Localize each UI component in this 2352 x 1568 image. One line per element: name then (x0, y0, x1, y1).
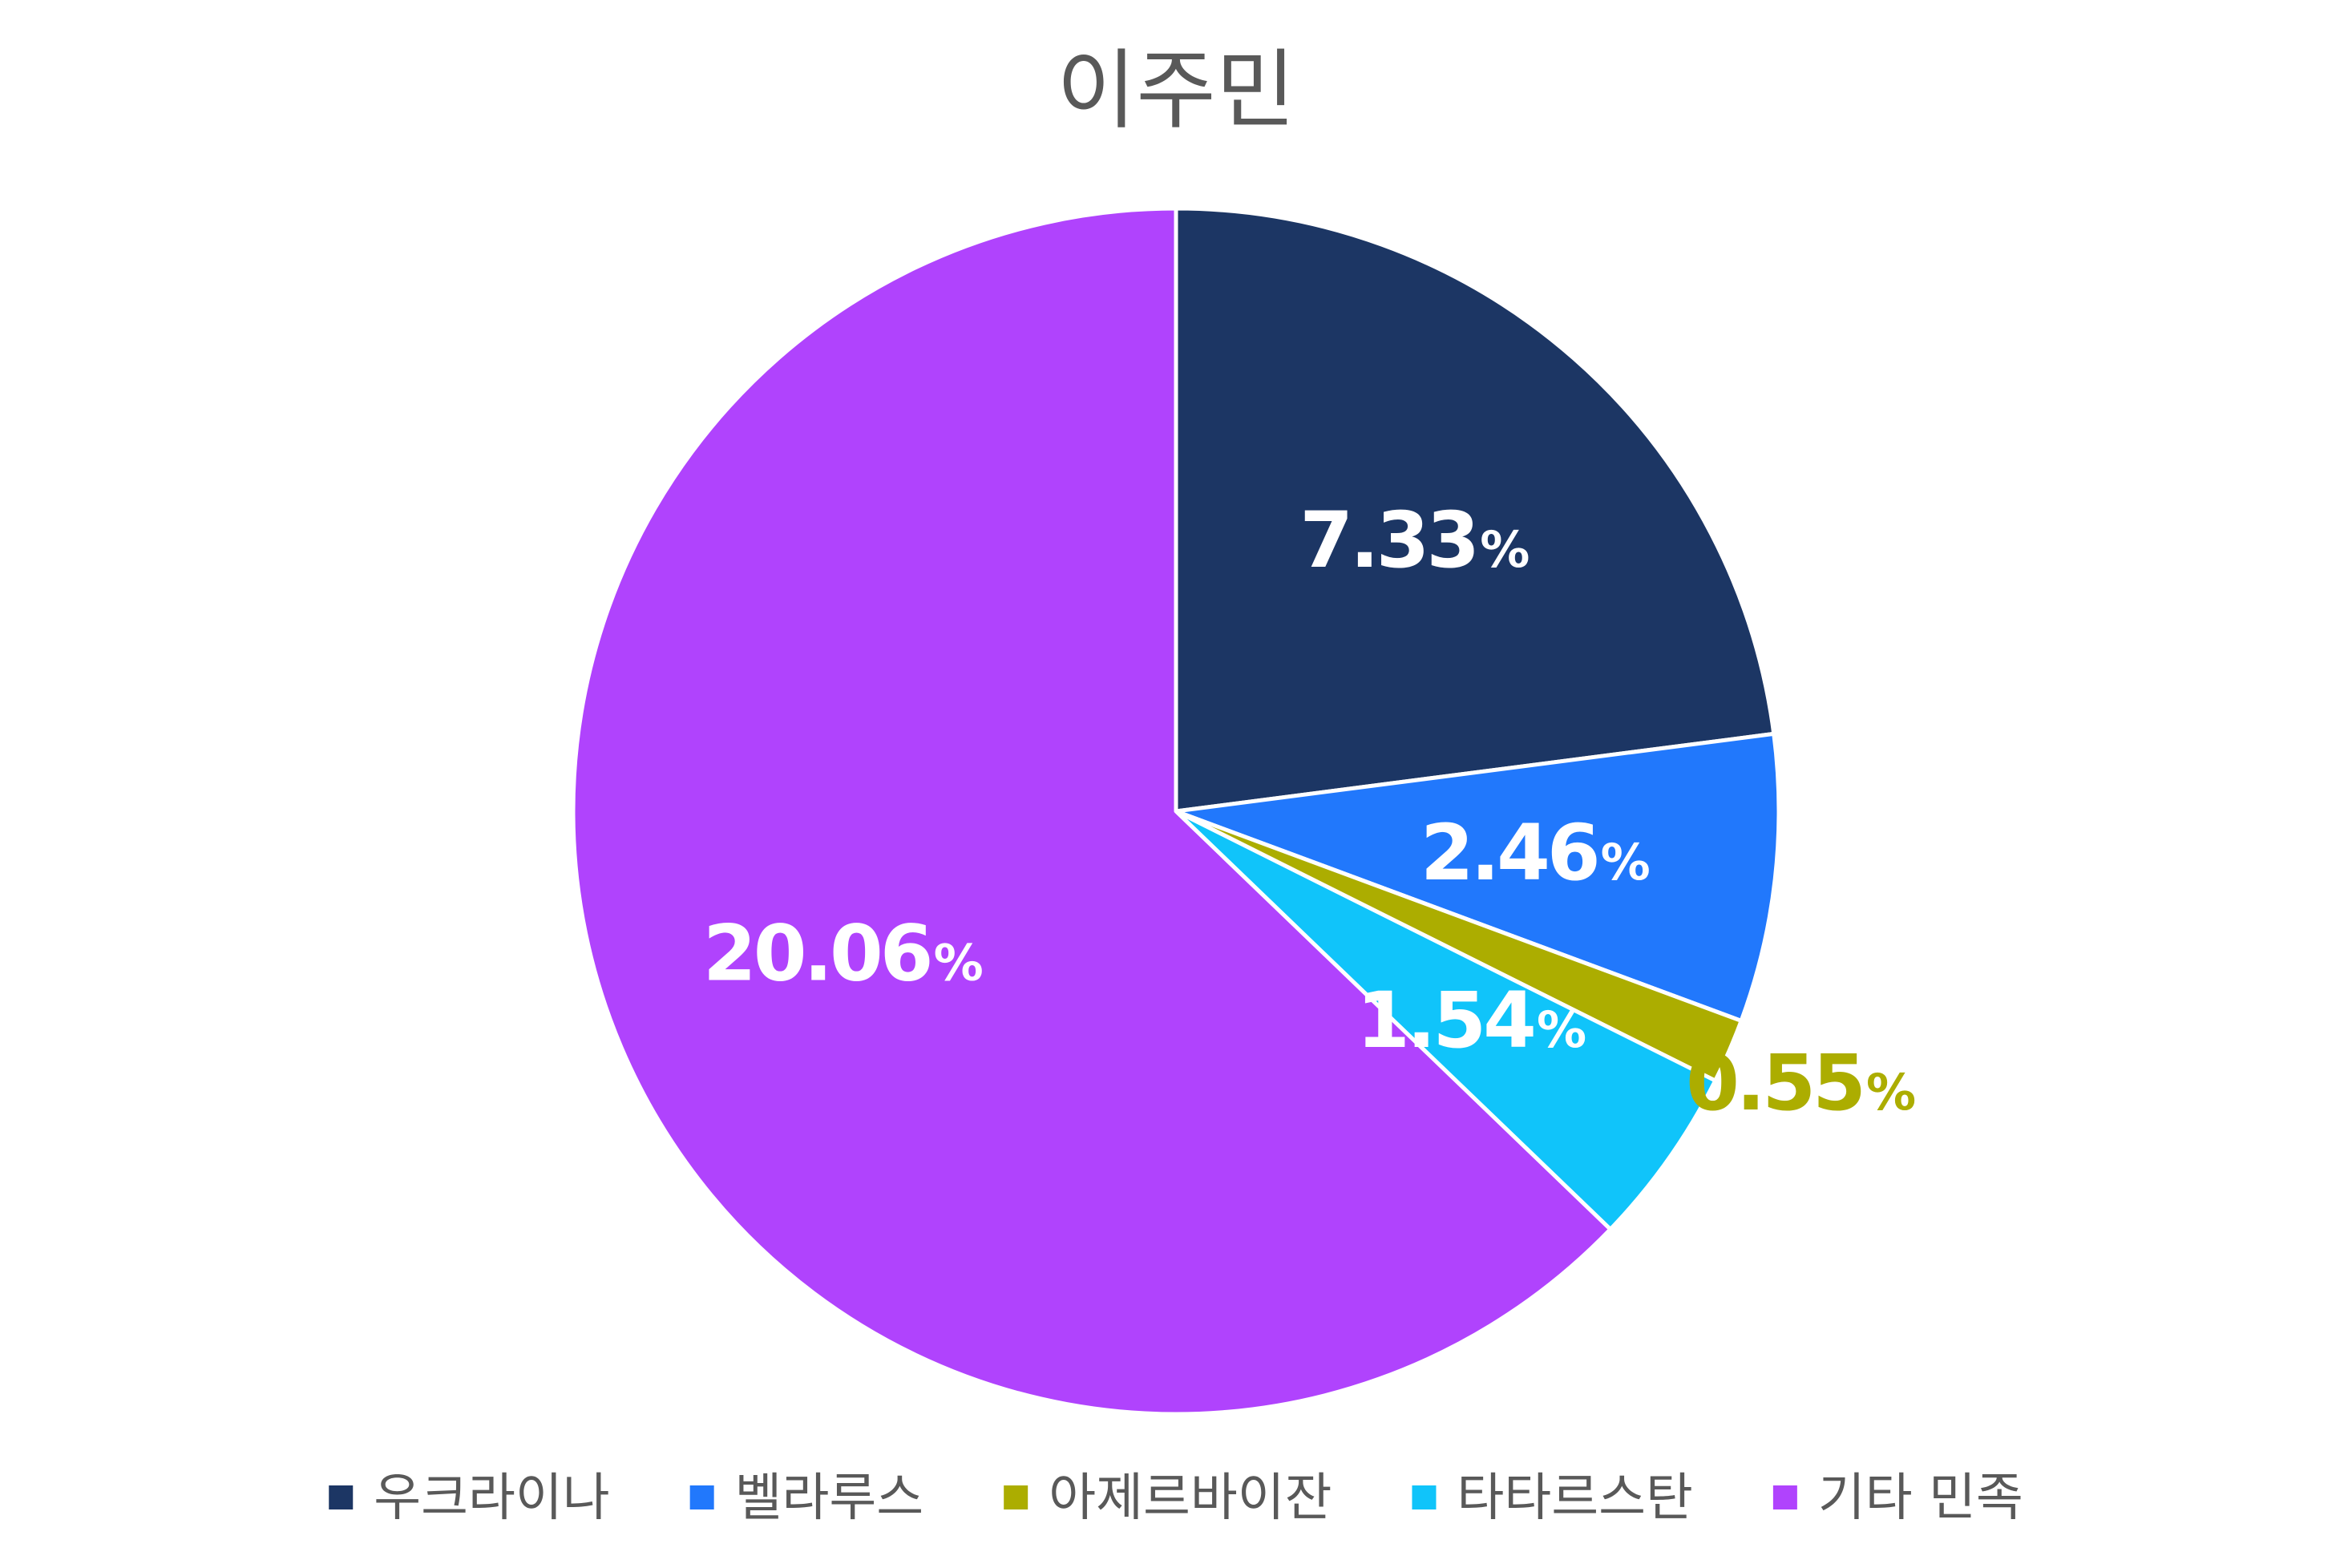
slice-data-unit: % (1480, 520, 1530, 579)
slice-data-value: 0.55 (1686, 1038, 1863, 1128)
slice-data-unit: % (1537, 1000, 1586, 1059)
legend-swatch (1412, 1485, 1437, 1509)
slice-data-unit: % (934, 934, 984, 992)
legend-item: 우크라이나 (329, 1469, 610, 1528)
legend-item: 기타 민족 (1772, 1469, 2023, 1528)
slice-data-unit: % (1866, 1063, 1916, 1121)
legend-item: 타타르스탄 (1412, 1469, 1693, 1528)
slice-data-value: 1.54 (1356, 976, 1534, 1065)
slice-data-label: 0.55% (1686, 1038, 1916, 1128)
legend-label: 벨라루스 (735, 1469, 924, 1528)
legend-label: 기타 민족 (1818, 1469, 2023, 1528)
legend-swatch (689, 1485, 714, 1509)
slice-data-value: 20.06 (703, 909, 931, 999)
legend-item: 아제르바이잔 (1004, 1469, 1332, 1528)
legend-swatch (1004, 1485, 1028, 1509)
slice-data-label: 2.46% (1420, 808, 1651, 898)
slice-data-label: 1.54% (1356, 976, 1586, 1065)
pie-slice (1174, 206, 1776, 814)
pie-slice (1174, 809, 1718, 1231)
legend-label: 타타르스탄 (1457, 1469, 1692, 1528)
slice-data-value: 7.33 (1299, 495, 1477, 585)
slice-data-label: 20.06% (703, 909, 984, 999)
pie-slices (571, 206, 1781, 1416)
slice-data-unit: % (1601, 833, 1651, 891)
slice-data-label: 7.33% (1299, 495, 1530, 585)
legend-label: 우크라이나 (374, 1469, 609, 1528)
pie-slice (571, 206, 1613, 1416)
slice-data-value: 2.46 (1420, 808, 1598, 898)
slice-labels: 7.33%2.46%0.55%1.54%20.06% (703, 495, 1916, 1128)
legend-swatch (329, 1485, 354, 1509)
chart-title: 이주민 (1057, 41, 1295, 141)
legend-item: 벨라루스 (689, 1469, 924, 1528)
legend-swatch (1772, 1485, 1797, 1509)
legend-label: 아제르바이잔 (1049, 1469, 1332, 1528)
pie-slice (1174, 731, 1781, 1023)
legend: 우크라이나 벨라루스 아제르바이잔 타타르스탄 기타 민족 (329, 1469, 2023, 1528)
